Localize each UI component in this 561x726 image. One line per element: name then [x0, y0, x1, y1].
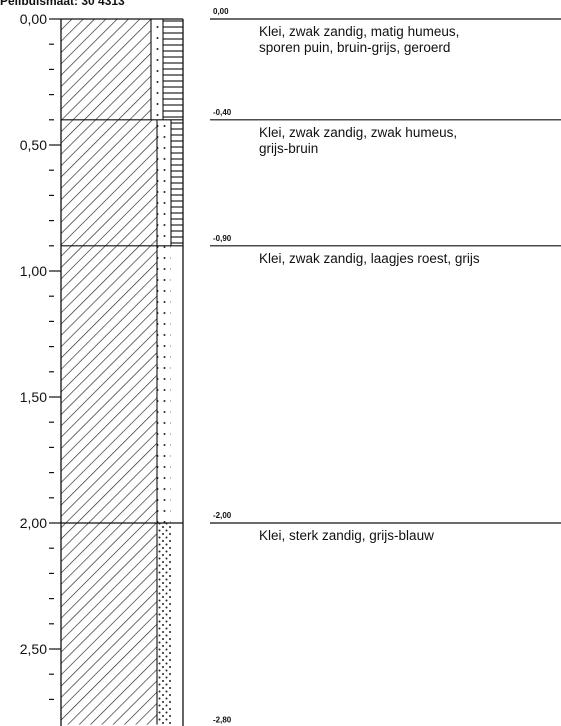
sand-dots-3	[157, 245, 171, 524]
boundary-depth-label: -2,00	[213, 511, 232, 520]
humus-lines-1	[163, 19, 183, 120]
description-line: Klei, sterk zandig, grijs-blauw	[259, 528, 434, 543]
description-line: Klei, zwak zandig, zwak humeus,	[259, 124, 458, 140]
description-line: sporen puin, bruin-grijs, geroerd	[259, 40, 451, 55]
clay-hatch-2	[61, 119, 157, 246]
layer-description-3: Klei, zwak zandig, laagjes roest, grijs	[259, 251, 480, 267]
sand-dots-4	[157, 523, 171, 725]
depth-tick-label: 1,50	[20, 389, 47, 405]
layer-description-2: Klei, zwak zandig, zwak humeus, grijs-bru…	[259, 125, 457, 157]
depth-tick-label: 2,00	[20, 515, 47, 531]
borehole-header: Peilbuismaat: 30 4313	[0, 0, 125, 8]
description-line: Klei, zwak zandig, matig humeus,	[259, 24, 460, 39]
boundary-depth-label: 0,00	[213, 7, 229, 16]
layer-description-1: Klei, zwak zandig, matig humeus, sporen p…	[259, 24, 459, 56]
depth-tick-label: 0,50	[20, 137, 47, 153]
description-line: Klei, zwak zandig, laagjes roest, grijs	[259, 250, 480, 266]
humus-lines-2	[171, 119, 183, 246]
layer-description-4: Klei, sterk zandig, grijs-blauw	[259, 528, 434, 544]
clay-hatch-4	[61, 523, 157, 725]
clay-hatch-1	[61, 19, 151, 120]
depth-tick-label: 0,00	[20, 11, 47, 27]
end-depth-label: -2,80	[213, 716, 232, 725]
boundary-depth-label: -0,90	[213, 234, 232, 243]
boundary-depth-label: -0,40	[213, 108, 232, 117]
depth-tick-label: 2,50	[20, 641, 47, 657]
sand-dots-2	[157, 119, 171, 246]
depth-tick-label: 1,00	[20, 263, 47, 279]
clay-hatch-3	[61, 245, 157, 524]
sand-dots-1	[151, 19, 163, 120]
description-line: grijs-bruin	[259, 140, 319, 156]
